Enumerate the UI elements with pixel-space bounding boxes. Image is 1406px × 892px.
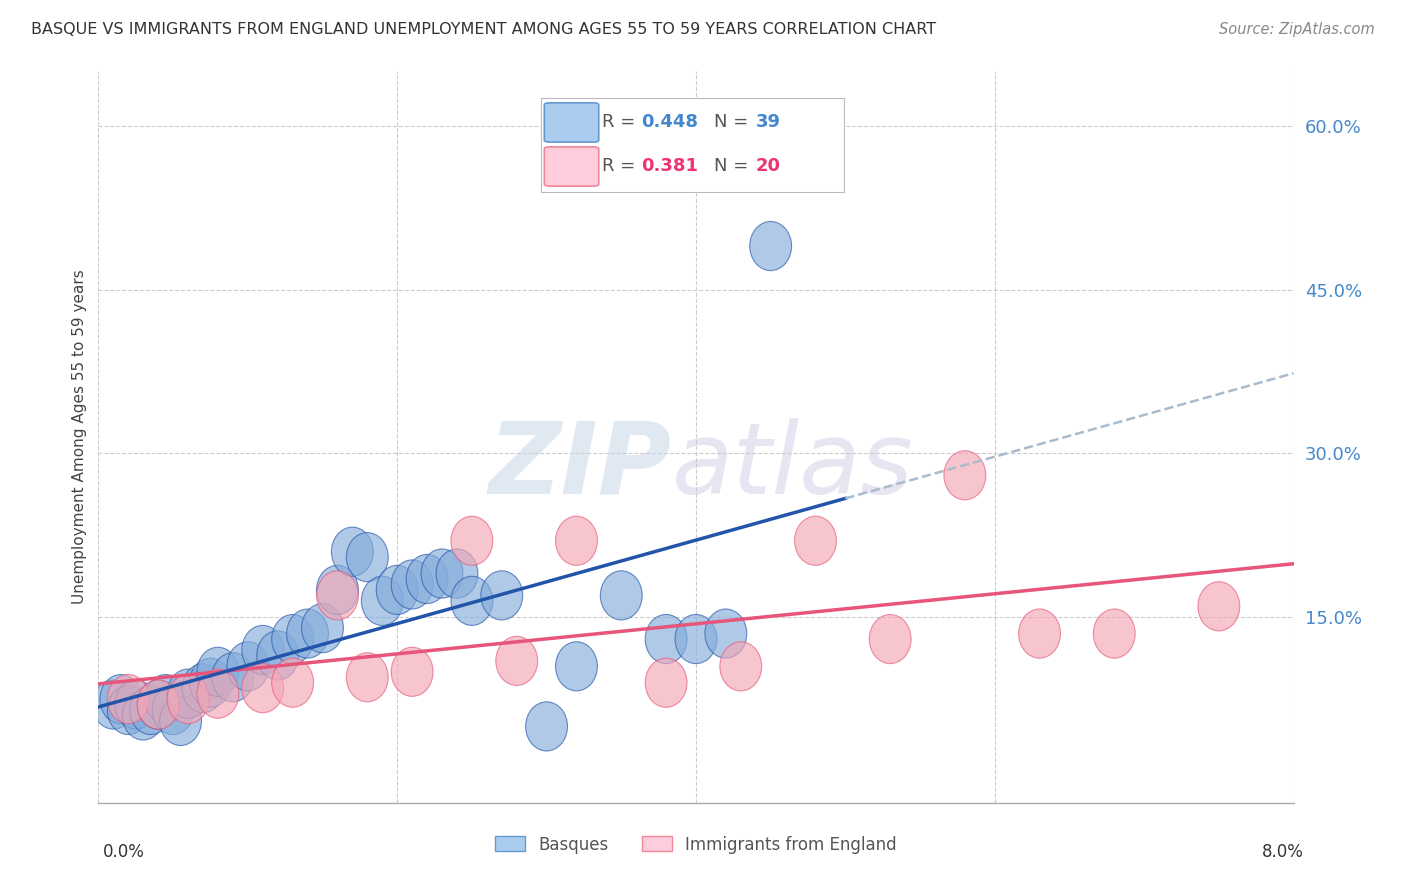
Ellipse shape [406, 555, 449, 604]
Text: BASQUE VS IMMIGRANTS FROM ENGLAND UNEMPLOYMENT AMONG AGES 55 TO 59 YEARS CORRELA: BASQUE VS IMMIGRANTS FROM ENGLAND UNEMPL… [31, 22, 936, 37]
Ellipse shape [451, 516, 494, 566]
Text: 39: 39 [756, 113, 780, 131]
Ellipse shape [242, 664, 284, 713]
Ellipse shape [93, 680, 135, 729]
Ellipse shape [271, 658, 314, 707]
Ellipse shape [526, 702, 568, 751]
Ellipse shape [190, 658, 232, 707]
Ellipse shape [152, 685, 194, 735]
Ellipse shape [183, 664, 224, 713]
Ellipse shape [167, 674, 209, 723]
Ellipse shape [555, 516, 598, 566]
Ellipse shape [316, 566, 359, 615]
Ellipse shape [316, 571, 359, 620]
Ellipse shape [346, 653, 388, 702]
Ellipse shape [271, 615, 314, 664]
Ellipse shape [377, 566, 418, 615]
Ellipse shape [197, 669, 239, 718]
Ellipse shape [749, 221, 792, 270]
Ellipse shape [167, 669, 209, 718]
Ellipse shape [869, 615, 911, 664]
Text: N =: N = [714, 158, 754, 176]
Ellipse shape [600, 571, 643, 620]
Ellipse shape [1018, 609, 1060, 658]
Text: 0.381: 0.381 [641, 158, 697, 176]
Ellipse shape [122, 691, 165, 740]
Ellipse shape [645, 658, 688, 707]
Ellipse shape [257, 631, 298, 680]
Ellipse shape [436, 549, 478, 599]
Text: R =: R = [602, 113, 641, 131]
Ellipse shape [287, 609, 329, 658]
Text: R =: R = [602, 158, 641, 176]
Ellipse shape [346, 533, 388, 582]
Ellipse shape [391, 648, 433, 697]
Ellipse shape [1094, 609, 1135, 658]
Text: 0.448: 0.448 [641, 113, 697, 131]
Ellipse shape [675, 615, 717, 664]
Ellipse shape [496, 636, 537, 685]
Ellipse shape [481, 571, 523, 620]
Legend: Basques, Immigrants from England: Basques, Immigrants from England [488, 829, 904, 860]
Ellipse shape [794, 516, 837, 566]
Ellipse shape [451, 576, 494, 625]
Ellipse shape [361, 576, 404, 625]
Ellipse shape [242, 625, 284, 674]
Ellipse shape [138, 680, 179, 729]
Ellipse shape [212, 653, 254, 702]
Ellipse shape [107, 685, 149, 735]
Ellipse shape [138, 680, 179, 729]
Ellipse shape [115, 680, 156, 729]
Ellipse shape [100, 674, 142, 723]
Text: atlas: atlas [672, 417, 914, 515]
Ellipse shape [160, 697, 201, 746]
Ellipse shape [226, 641, 269, 691]
Ellipse shape [720, 641, 762, 691]
Ellipse shape [301, 604, 343, 653]
Ellipse shape [129, 685, 172, 735]
FancyBboxPatch shape [544, 103, 599, 142]
Ellipse shape [943, 450, 986, 500]
FancyBboxPatch shape [544, 147, 599, 186]
Text: 0.0%: 0.0% [103, 843, 145, 861]
Ellipse shape [645, 615, 688, 664]
Y-axis label: Unemployment Among Ages 55 to 59 years: Unemployment Among Ages 55 to 59 years [72, 269, 87, 605]
Text: Source: ZipAtlas.com: Source: ZipAtlas.com [1219, 22, 1375, 37]
Ellipse shape [332, 527, 374, 576]
Ellipse shape [555, 641, 598, 691]
Text: N =: N = [714, 113, 754, 131]
Ellipse shape [1198, 582, 1240, 631]
Ellipse shape [107, 674, 149, 723]
Ellipse shape [704, 609, 747, 658]
Text: ZIP: ZIP [489, 417, 672, 515]
Ellipse shape [197, 648, 239, 697]
Text: 20: 20 [756, 158, 780, 176]
Ellipse shape [422, 549, 463, 599]
Ellipse shape [145, 674, 187, 723]
Text: 8.0%: 8.0% [1261, 843, 1303, 861]
Ellipse shape [391, 560, 433, 609]
